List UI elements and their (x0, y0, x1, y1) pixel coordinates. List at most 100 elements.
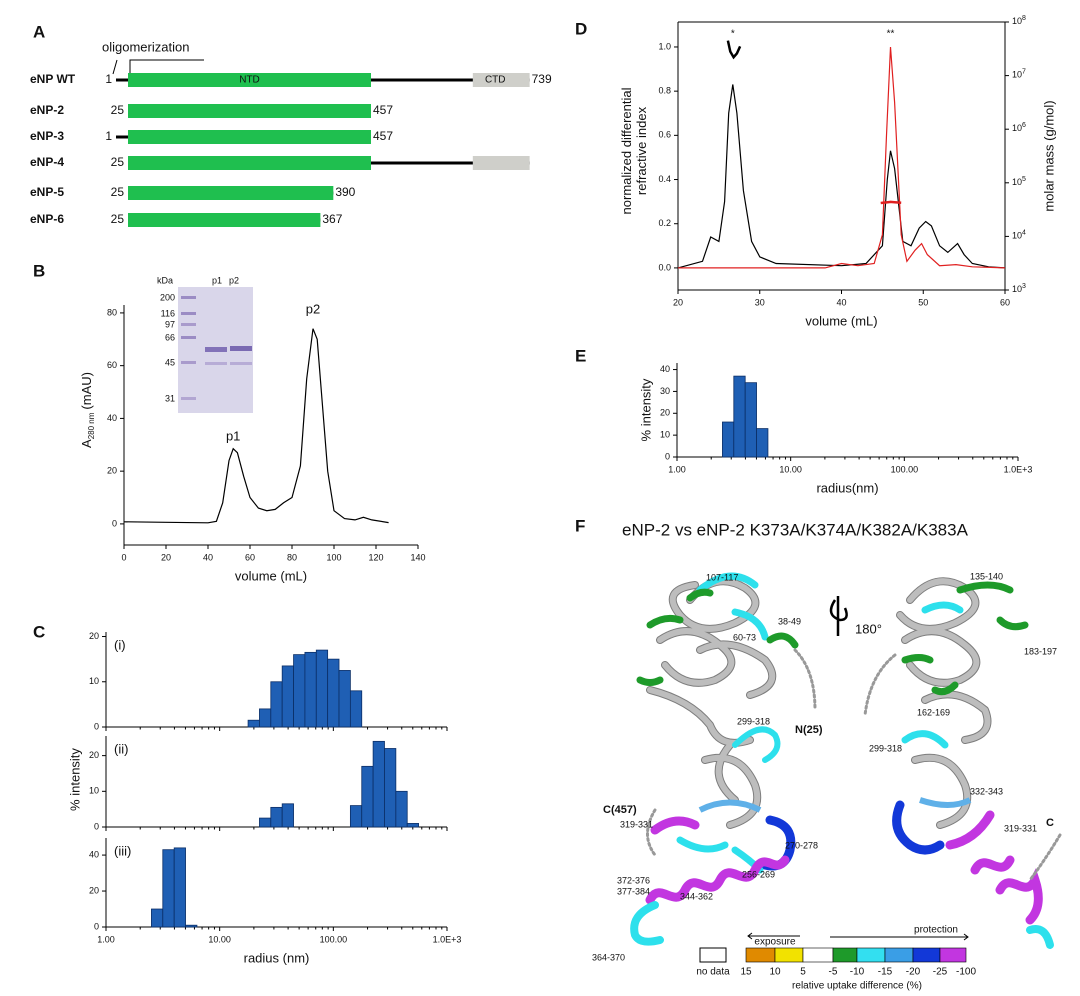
histogram-bar (270, 806, 283, 828)
x-tick-label: 10.00 (208, 934, 231, 944)
y-tick-label: 0 (94, 721, 99, 731)
y-tick-label: 30 (660, 386, 670, 396)
tick-exponent: 5 (1022, 176, 1026, 183)
legend-tick-label: 10 (769, 967, 781, 978)
region-label: 270-278 (785, 840, 818, 850)
histogram-bar (259, 708, 272, 728)
panel-sublabel: (ii) (114, 741, 128, 756)
y2-axis-label: molar mass (g/mol) (1041, 100, 1056, 211)
region-label: 299-318 (737, 716, 770, 726)
histogram-bar (151, 908, 164, 928)
y-tick-label: 20 (660, 408, 670, 418)
y-tick-label: 40 (107, 413, 117, 423)
peak-annotation: p1 (226, 428, 240, 443)
x-tick-label: 60 (1000, 297, 1010, 307)
ntd-domain (128, 73, 371, 87)
protein-structure (647, 578, 776, 828)
x-axis-label: radius(nm) (816, 480, 878, 495)
start-label: 25 (111, 155, 125, 169)
construct-name: eNP-6 (30, 212, 64, 226)
y2-tick-label: 108 (1012, 15, 1026, 27)
gel-unit: kDa (157, 275, 173, 285)
panel-letter: D (575, 19, 587, 38)
y-tick-label: 0 (94, 921, 99, 931)
x-tick-label: 140 (410, 552, 425, 562)
histogram-bar (395, 790, 408, 828)
y-tick-label: 0.8 (658, 86, 671, 96)
ctd-domain (472, 156, 530, 170)
protein-structure (732, 726, 781, 763)
start-label: 25 (111, 212, 125, 226)
region-label: 107-117 (706, 572, 738, 582)
y-tick-label: 0.0 (658, 262, 671, 272)
protein-structure (645, 816, 790, 905)
x-tick-label: 0 (121, 552, 126, 562)
x-tick-label: 100.00 (320, 934, 348, 944)
tick-base: 10 (1012, 70, 1022, 80)
histogram-bar (327, 658, 340, 728)
legend-swatch (939, 947, 967, 963)
legend-title: relative uptake difference (%) (792, 981, 922, 992)
histogram-bar (733, 375, 746, 458)
structure-title: eNP-2 vs eNP-2 K373A/K374A/K382A/K383A (622, 520, 969, 539)
peak-annotation: * (731, 28, 735, 39)
legend-swatch (884, 947, 914, 963)
marker-label: 97 (165, 319, 175, 329)
legend-tick-label: -100 (956, 967, 976, 978)
start-label: 1 (105, 72, 112, 86)
x-tick-label: 30 (755, 297, 765, 307)
protein-structure (630, 901, 664, 946)
y2-tick-label: 107 (1012, 68, 1026, 80)
gel-inset (181, 312, 196, 315)
tick-base: 10 (1012, 124, 1022, 134)
x-tick-label: 60 (245, 552, 255, 562)
region-label: 183-197 (1024, 646, 1057, 656)
y-axis-label: % intensity (638, 378, 653, 441)
ntd-domain (128, 186, 334, 200)
histogram-bar (259, 817, 272, 828)
panel-letter: C (33, 622, 45, 641)
histogram-bar (756, 428, 769, 458)
ntd-domain (128, 213, 321, 227)
region-label: 135-140 (970, 571, 1003, 581)
protein-structure (630, 572, 1062, 949)
legend-swatch (745, 947, 776, 963)
construct-name: eNP-2 (30, 103, 64, 117)
y-tick-label: 10 (89, 786, 99, 796)
legend-tick-label: -15 (878, 967, 893, 978)
x-tick-label: 1.00 (97, 934, 115, 944)
protein-structure (829, 596, 848, 636)
legend-tick-label: -5 (829, 967, 838, 978)
y-tick-label: 0 (665, 451, 670, 461)
gel-inset (230, 346, 252, 351)
end-label: 367 (322, 212, 342, 226)
legend-tick-label: 15 (740, 967, 752, 978)
end-label: 739 (532, 72, 552, 86)
panel-sublabel: (iii) (114, 843, 131, 858)
protein-structure (901, 601, 964, 749)
protein-structure (897, 578, 991, 828)
protein-structure (892, 800, 945, 855)
y-tick-label: 20 (89, 750, 99, 760)
tick-base: 10 (1012, 177, 1022, 187)
tick-exponent: 4 (1022, 229, 1026, 236)
x-tick-label: 40 (203, 552, 213, 562)
legend-tick-label: -20 (906, 967, 921, 978)
y-tick-label: 20 (89, 885, 99, 895)
y-tick-label: 1.0 (658, 41, 671, 51)
protein-structure (696, 572, 769, 641)
y2-tick-label: 106 (1012, 122, 1026, 134)
region-label: 319-331 (1004, 823, 1037, 833)
peak-annotation: p2 (306, 302, 320, 317)
x-tick-label: 100.00 (891, 464, 919, 474)
exposure-label: exposure (754, 937, 796, 948)
region-label: 377-384 (617, 886, 650, 896)
region-label: 372-376 (617, 875, 650, 885)
protein-structure (945, 810, 1043, 925)
histogram-bar (722, 421, 735, 458)
legend-tick-label: -25 (933, 967, 948, 978)
y-axis-label-unit: (mAU) (79, 372, 94, 410)
y2-tick-label: 105 (1012, 176, 1026, 188)
protection-arrow (830, 933, 969, 941)
